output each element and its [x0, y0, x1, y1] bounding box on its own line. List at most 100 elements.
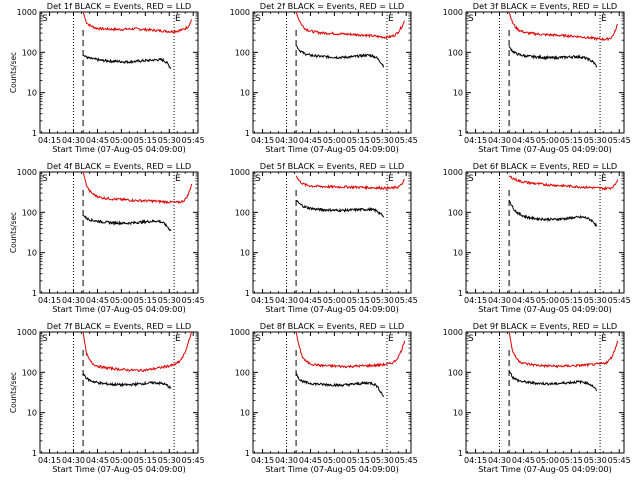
y-axis-label: Counts/sec — [9, 212, 18, 253]
chart-panel-5: Det 5f BLACK = Events, RED = LLD 1 10 100 10… — [230, 161, 418, 314]
y-tick-label: 10 — [27, 249, 37, 258]
x-tick-label: 05:15 — [347, 136, 370, 145]
plot-frame — [252, 171, 412, 294]
y-tick-label: 1000 — [230, 328, 250, 337]
x-tick-label: 05:15 — [134, 296, 157, 305]
x-tick-label: 05:45 — [395, 296, 418, 305]
x-tick-label: 04:30 — [488, 456, 511, 465]
start-marker-label: S — [468, 334, 474, 344]
lld-rate-line — [82, 11, 193, 34]
end-marker-label: E — [388, 174, 394, 184]
x-tick-label: 04:15 — [38, 456, 61, 465]
y-axis-label: Counts/sec — [9, 52, 18, 93]
x-tick-label: 04:15 — [464, 296, 487, 305]
plot-frame — [39, 171, 199, 294]
y-tick-label: 10 — [453, 409, 463, 418]
x-tick-label: 05:15 — [560, 456, 583, 465]
x-tick-label: 04:30 — [275, 136, 298, 145]
x-tick-label: 05:45 — [182, 296, 205, 305]
x-tick-label: 05:30 — [158, 456, 181, 465]
y-tick-label: 10 — [240, 249, 250, 258]
y-tick-label: 100 — [448, 368, 463, 377]
x-axis-label: Start Time (07-Aug-05 04:09:00) — [265, 144, 399, 154]
y-tick-label: 1 — [32, 289, 37, 298]
end-marker-label: E — [388, 334, 394, 344]
x-tick-label: 04:45 — [86, 456, 109, 465]
start-marker-label: S — [468, 174, 474, 184]
plot-frame — [252, 331, 412, 454]
start-marker-label: S — [42, 174, 48, 184]
y-tick-label: 1000 — [443, 328, 463, 337]
start-marker-label: S — [255, 174, 261, 184]
x-tick-label: 05:00 — [536, 296, 559, 305]
x-tick-label: 05:45 — [182, 136, 205, 145]
chart-title: Det 6f BLACK = Events, RED = LLD — [473, 161, 617, 171]
start-marker-label: S — [255, 334, 261, 344]
y-tick-label: 100 — [235, 208, 250, 217]
chart-panel-4: Det 4f BLACK = Events, RED = LLD 1 10 100 10… — [9, 161, 205, 314]
chart-title: Det 1f BLACK = Events, RED = LLD — [47, 1, 191, 11]
x-tick-label: 04:45 — [86, 136, 109, 145]
event-rate-line — [295, 199, 385, 218]
end-marker-label: E — [388, 14, 394, 24]
lld-rate-line — [508, 11, 619, 42]
y-tick-label: 1000 — [17, 8, 37, 17]
x-tick-label: 04:45 — [299, 456, 322, 465]
x-tick-label: 04:15 — [38, 136, 61, 145]
event-rate-line — [82, 372, 172, 389]
y-tick-label: 100 — [22, 48, 37, 57]
event-rate-line — [508, 370, 597, 392]
end-marker-label: E — [175, 174, 181, 184]
x-tick-label: 05:00 — [536, 456, 559, 465]
chart-panel-7: Det 7f BLACK = Events, RED = LLD 1 10 100 10… — [9, 321, 205, 474]
y-axis-label: Counts/sec — [9, 372, 18, 413]
x-axis-label: Start Time (07-Aug-05 04:09:00) — [52, 304, 186, 314]
chart-title: Det 7f BLACK = Events, RED = LLD — [47, 321, 191, 331]
y-tick-label: 1 — [245, 289, 250, 298]
lld-rate-line — [508, 331, 619, 369]
chart-panel-9: Det 9f BLACK = Events, RED = LLD 1 10 100 10… — [443, 321, 631, 474]
end-marker-label: E — [175, 334, 181, 344]
x-tick-label: 04:15 — [251, 296, 274, 305]
x-tick-label: 04:30 — [275, 456, 298, 465]
x-tick-label: 04:45 — [512, 456, 535, 465]
x-tick-label: 05:15 — [347, 296, 370, 305]
y-tick-label: 1 — [32, 449, 37, 458]
x-axis-label: Start Time (07-Aug-05 04:09:00) — [52, 464, 186, 474]
y-tick-label: 100 — [22, 208, 37, 217]
y-tick-label: 100 — [235, 368, 250, 377]
lld-rate-line — [295, 175, 405, 191]
y-tick-label: 100 — [448, 208, 463, 217]
x-tick-label: 05:45 — [608, 136, 631, 145]
x-tick-label: 05:30 — [584, 296, 607, 305]
x-tick-label: 04:45 — [299, 296, 322, 305]
x-tick-label: 05:00 — [110, 136, 133, 145]
x-tick-label: 05:45 — [395, 456, 418, 465]
event-rate-line — [82, 214, 172, 232]
lld-rate-line — [82, 171, 193, 205]
x-tick-label: 05:15 — [134, 456, 157, 465]
start-marker-label: S — [42, 334, 48, 344]
x-tick-label: 04:45 — [512, 136, 535, 145]
x-tick-label: 05:00 — [110, 296, 133, 305]
y-tick-label: 10 — [453, 249, 463, 258]
y-tick-label: 1000 — [230, 168, 250, 177]
event-rate-line — [508, 199, 598, 227]
lld-rate-line — [295, 11, 406, 40]
start-marker-label: S — [468, 14, 474, 24]
x-tick-label: 05:30 — [158, 136, 181, 145]
x-tick-label: 05:45 — [608, 296, 631, 305]
x-tick-label: 04:30 — [62, 456, 85, 465]
y-tick-label: 1000 — [17, 168, 37, 177]
y-tick-label: 10 — [27, 89, 37, 98]
chart-title: Det 5f BLACK = Events, RED = LLD — [260, 161, 404, 171]
y-tick-label: 1000 — [443, 8, 463, 17]
y-tick-label: 100 — [235, 48, 250, 57]
x-tick-label: 04:30 — [488, 296, 511, 305]
x-tick-label: 04:15 — [464, 136, 487, 145]
x-tick-label: 05:30 — [371, 456, 394, 465]
x-tick-label: 04:15 — [251, 136, 274, 145]
chart-panel-2: Det 2f BLACK = Events, RED = LLD 1 10 100 10… — [230, 1, 418, 154]
y-tick-label: 100 — [448, 48, 463, 57]
x-tick-label: 05:30 — [584, 456, 607, 465]
